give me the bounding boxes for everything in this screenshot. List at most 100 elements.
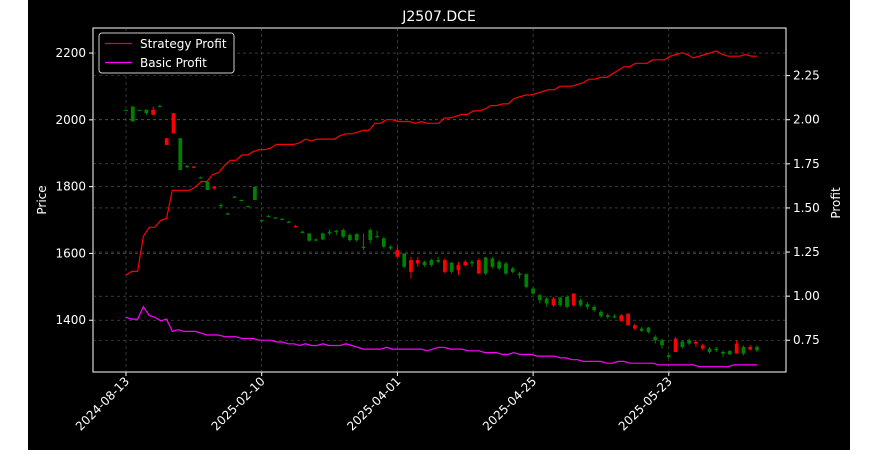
- candle-body: [727, 350, 732, 355]
- candle-body: [395, 250, 400, 257]
- candle-body: [348, 235, 352, 241]
- candle-body: [436, 260, 440, 262]
- candle-body: [666, 355, 671, 357]
- right-tick-label: 2.25: [793, 69, 820, 83]
- right-tick-label: 2.00: [793, 113, 820, 127]
- candle-body: [633, 325, 637, 329]
- candle-body: [734, 343, 739, 354]
- candle-body: [694, 341, 698, 344]
- candle-body: [429, 260, 434, 266]
- candle-body: [443, 260, 447, 272]
- candle-body: [253, 186, 257, 200]
- candle-body: [605, 315, 610, 317]
- candle-body: [599, 311, 603, 317]
- candle-body: [273, 217, 278, 219]
- candle-body: [280, 218, 284, 220]
- candle-body: [130, 106, 135, 122]
- right-tick-label: 1.00: [793, 289, 820, 303]
- candle-body: [463, 261, 468, 266]
- candle-body: [259, 220, 264, 222]
- candle-body: [361, 246, 366, 248]
- candle-body: [748, 346, 753, 350]
- right-tick-label: 1.50: [793, 201, 820, 215]
- candle-body: [653, 336, 658, 341]
- candle-body: [700, 345, 705, 349]
- legend-strategy-label: Strategy Profit: [140, 37, 227, 51]
- candle-body: [544, 298, 549, 304]
- right-tick-label: 0.75: [793, 333, 820, 347]
- basic-profit-line: [125, 305, 757, 368]
- candle-body: [639, 328, 644, 331]
- candle-body: [476, 260, 481, 274]
- left-tick-label: 2200: [55, 46, 86, 60]
- candle-body: [375, 236, 379, 238]
- legend-basic-label: Basic Profit: [140, 56, 207, 70]
- candle-body: [402, 253, 407, 267]
- candle-body: [538, 295, 542, 301]
- candle-body: [687, 340, 692, 344]
- candle-body: [246, 206, 250, 208]
- candle-body: [198, 177, 203, 179]
- candle-body: [320, 233, 325, 240]
- candle-body: [286, 221, 291, 223]
- candle-body: [592, 306, 597, 311]
- right-tick-label: 1.75: [793, 157, 820, 171]
- candle-body: [388, 246, 393, 249]
- candle-body: [741, 346, 746, 354]
- candle-body: [368, 230, 373, 241]
- candle-body: [300, 231, 305, 233]
- candle-body: [191, 166, 196, 168]
- left-axis-label: Price: [35, 185, 49, 214]
- candle-body: [646, 327, 651, 332]
- candle-body: [124, 109, 128, 112]
- candle-body: [456, 265, 461, 271]
- right-axis-label: Profit: [829, 187, 843, 219]
- candle-body: [524, 274, 529, 287]
- candle-body: [510, 268, 515, 272]
- candle-body: [327, 231, 332, 234]
- candle-body: [721, 351, 725, 354]
- candle-body: [612, 316, 617, 318]
- left-tick-label: 1800: [55, 180, 86, 194]
- candle-body: [558, 297, 563, 306]
- candle-body: [409, 260, 413, 272]
- right-tick-label: 1.25: [793, 245, 820, 259]
- candle-body: [225, 213, 230, 215]
- legend-box: [98, 32, 235, 74]
- candle-body: [565, 296, 569, 307]
- candle-body: [578, 300, 583, 306]
- candle-body: [293, 226, 298, 228]
- candle-body: [483, 257, 488, 274]
- candle-body: [585, 304, 590, 307]
- candle-body: [707, 348, 712, 352]
- candle-body: [422, 261, 427, 266]
- candle-body: [680, 341, 685, 347]
- candles-layer: [124, 104, 759, 359]
- candle-body: [497, 261, 502, 269]
- candle-body: [219, 205, 223, 207]
- candle-body: [334, 230, 339, 233]
- candle-body: [660, 340, 664, 346]
- candle-body: [504, 263, 508, 274]
- candle-body: [239, 200, 244, 202]
- left-tick-label: 1600: [55, 246, 86, 260]
- candle-body: [449, 262, 454, 272]
- candle-body: [354, 234, 359, 241]
- candle-body: [571, 293, 576, 306]
- plot-area: [92, 27, 787, 373]
- candle-body: [490, 258, 495, 267]
- candle-body: [178, 138, 183, 170]
- chart-title: J2507.DCE: [401, 9, 476, 25]
- candle-body: [714, 348, 719, 351]
- candle-body: [341, 230, 345, 237]
- candle-body: [158, 105, 162, 108]
- candle-body: [137, 109, 142, 112]
- candle-body: [531, 288, 535, 294]
- candle-body: [164, 138, 169, 145]
- left-tick-label: 1400: [55, 313, 86, 327]
- lines-layer: [125, 50, 757, 368]
- candle-body: [266, 216, 271, 218]
- candle-body: [381, 238, 386, 247]
